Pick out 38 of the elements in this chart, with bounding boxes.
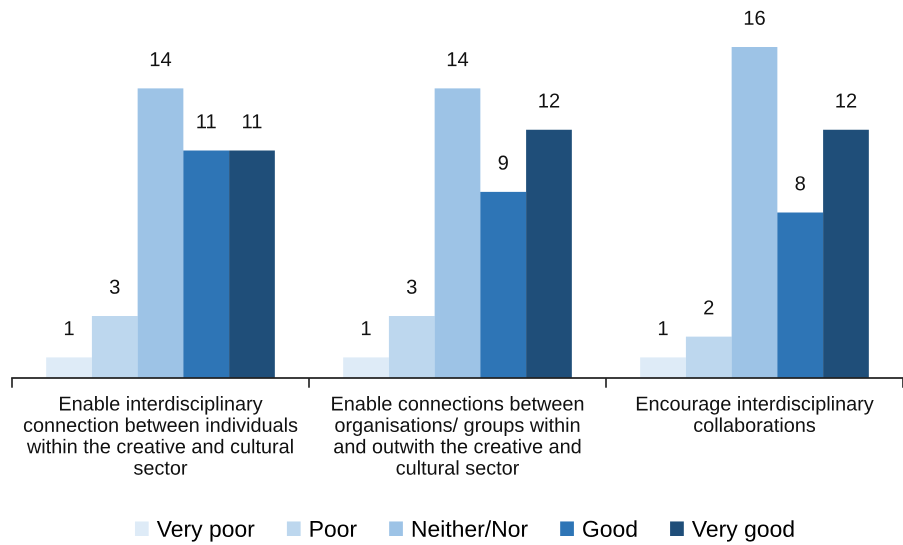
bar <box>823 130 869 378</box>
bar <box>640 357 686 378</box>
bar <box>92 316 138 378</box>
legend-label: Poor <box>310 521 357 538</box>
data-label: 1 <box>658 321 668 336</box>
data-label: 3 <box>110 280 120 294</box>
bar <box>732 47 778 378</box>
bar <box>388 316 435 378</box>
data-label: 2 <box>704 300 714 314</box>
bar <box>526 130 572 378</box>
bar <box>343 357 389 378</box>
bar <box>138 88 184 378</box>
data-label: 1 <box>64 321 74 336</box>
bar <box>46 357 92 378</box>
bar <box>434 88 480 378</box>
x-tick-label: Enable interdisciplinary connection between individuals within the creative and cultural sector <box>24 396 298 475</box>
bar <box>686 336 732 378</box>
data-label: 16 <box>744 10 765 25</box>
bar <box>480 192 526 378</box>
data-label: 11 <box>243 114 262 128</box>
data-label: 12 <box>539 93 560 108</box>
legend-label: Very good <box>692 520 794 542</box>
legend-label: Good <box>583 520 637 538</box>
bar <box>229 150 275 378</box>
bar <box>777 212 824 378</box>
data-label: 14 <box>150 52 172 66</box>
data-label: 12 <box>836 93 856 108</box>
x-tick-label: Enable connections between organisations/ groups within and outwith the creative and cultural sector <box>332 396 584 475</box>
data-label: 11 <box>197 114 216 128</box>
data-label: 9 <box>498 156 508 170</box>
bar <box>183 150 230 378</box>
data-label: 14 <box>448 52 468 66</box>
data-label: 1 <box>362 321 371 336</box>
data-label: 8 <box>796 176 805 190</box>
x-tick-label: Encourage interdisciplinary collaborations <box>636 396 874 432</box>
data-label: 3 <box>406 280 416 294</box>
legend-label: Neither/Nor <box>412 520 528 538</box>
legend-label: Very poor <box>156 521 254 542</box>
